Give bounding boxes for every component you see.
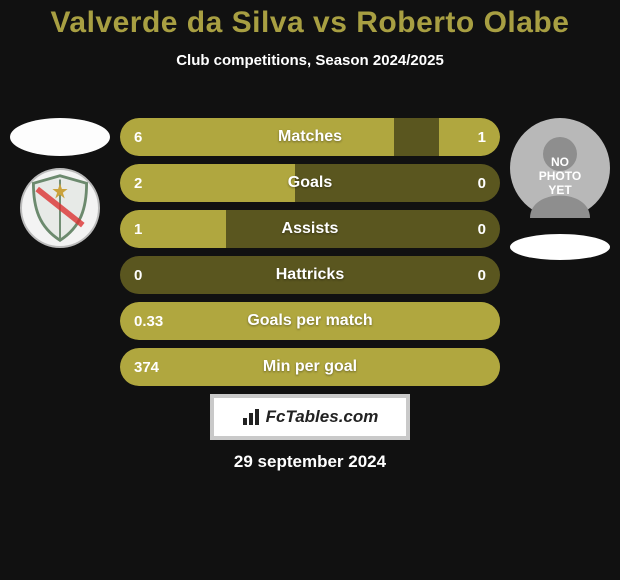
stat-bar-fill-left (120, 118, 394, 156)
stat-row: Min per goal374 (120, 348, 500, 386)
player1-avatar-column (0, 118, 120, 248)
stat-bar-fill-right (439, 118, 500, 156)
stat-row: Matches61 (120, 118, 500, 156)
stat-value-right: 0 (478, 164, 486, 202)
vs-separator: vs (313, 6, 356, 39)
player2-avatar-column: NO PHOTO YET (500, 118, 620, 260)
player2-club-badge-placeholder (510, 234, 610, 260)
stat-row: Goals20 (120, 164, 500, 202)
stat-row: Hattricks0 0 (120, 256, 500, 294)
player1-club-badge (20, 168, 100, 248)
player1-name: Valverde da Silva (51, 6, 305, 39)
stat-value-left: 0 (134, 256, 142, 294)
stat-bar-fill-left (120, 302, 500, 340)
stat-bar-fill-left (120, 348, 500, 386)
player1-photo-placeholder (10, 118, 110, 156)
player2-name: Roberto Olabe (356, 6, 569, 39)
subtitle: Club competitions, Season 2024/2025 (0, 52, 620, 69)
no-photo-text-line2: PHOTO (539, 169, 581, 183)
page-title: Valverde da Silva vs Roberto Olabe (0, 0, 620, 40)
bar-chart-icon (242, 408, 262, 426)
player2-photo-placeholder: NO PHOTO YET (510, 118, 610, 218)
stat-row: Goals per match0.33 (120, 302, 500, 340)
stat-bar-fill-left (120, 210, 226, 248)
shield-icon (22, 170, 98, 246)
source-brand-text: FcTables.com (266, 407, 379, 427)
stat-row: Assists10 (120, 210, 500, 248)
stat-value-right: 0 (478, 210, 486, 248)
person-silhouette-icon: NO PHOTO YET (510, 118, 610, 218)
stats-bars: Matches61Goals20Assists10Hattricks00Goal… (120, 118, 500, 386)
no-photo-text-line3: YET (548, 183, 572, 197)
stat-bar-fill-left (120, 164, 295, 202)
snapshot-date: 29 september 2024 (0, 452, 620, 472)
no-photo-text-line1: NO (551, 155, 569, 169)
comparison-infographic: Valverde da Silva vs Roberto Olabe Club … (0, 0, 620, 580)
stat-value-right: 0 (478, 256, 486, 294)
stat-label: Hattricks (120, 256, 500, 294)
source-attribution: FcTables.com (210, 394, 410, 440)
